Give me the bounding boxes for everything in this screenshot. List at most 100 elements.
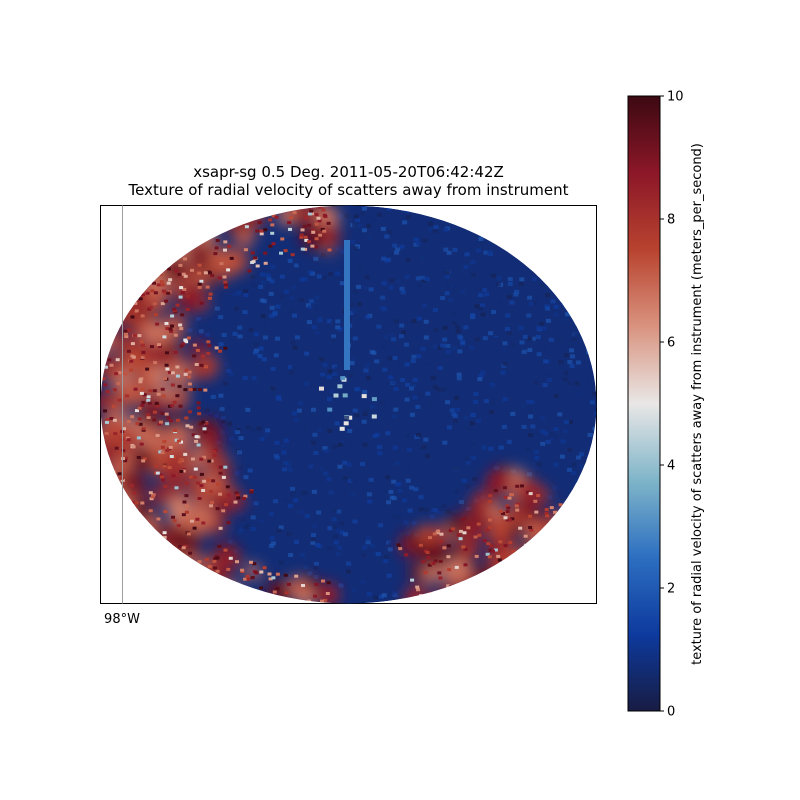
low-texture-cell bbox=[557, 412, 563, 417]
high-texture-cell bbox=[215, 239, 220, 242]
low-texture-cell bbox=[513, 292, 519, 297]
high-texture-cell bbox=[170, 324, 174, 328]
high-texture-cell bbox=[213, 557, 218, 560]
low-texture-cell bbox=[318, 316, 324, 321]
low-texture-cell bbox=[310, 440, 316, 445]
high-texture-cell bbox=[124, 332, 128, 336]
low-texture-cell bbox=[266, 277, 272, 281]
low-texture-cell bbox=[303, 565, 309, 570]
high-texture-cell bbox=[154, 464, 159, 468]
high-texture-cell bbox=[488, 526, 492, 529]
high-texture-cell bbox=[203, 388, 208, 392]
low-texture-cell bbox=[324, 448, 330, 453]
high-texture-cell bbox=[207, 459, 212, 463]
high-texture-cell bbox=[156, 517, 161, 521]
low-texture-cell bbox=[261, 357, 267, 362]
high-texture-cell bbox=[192, 354, 197, 358]
high-texture-cell bbox=[300, 228, 305, 232]
low-texture-cell bbox=[527, 472, 532, 477]
low-texture-cell bbox=[288, 553, 294, 557]
low-texture-cell bbox=[419, 275, 425, 280]
high-texture-cell bbox=[320, 599, 324, 603]
high-texture-cell bbox=[168, 419, 173, 423]
high-texture-blob bbox=[172, 387, 191, 406]
high-texture-cell bbox=[327, 248, 332, 252]
low-texture-cell bbox=[435, 509, 441, 514]
low-texture-cell bbox=[516, 402, 522, 407]
high-texture-cell bbox=[185, 504, 190, 508]
high-texture-cell bbox=[182, 287, 187, 291]
low-texture-cell bbox=[491, 310, 496, 314]
low-texture-cell bbox=[332, 534, 338, 539]
high-texture-cell bbox=[201, 521, 206, 525]
high-texture-cell bbox=[322, 229, 327, 233]
high-texture-cell bbox=[502, 486, 507, 490]
low-texture-cell bbox=[574, 381, 580, 386]
high-texture-cell bbox=[188, 551, 193, 555]
low-texture-cell bbox=[257, 353, 263, 358]
high-texture-cell bbox=[508, 541, 513, 544]
low-texture-cell bbox=[259, 437, 265, 441]
low-texture-cell bbox=[339, 426, 345, 431]
low-texture-cell bbox=[393, 407, 399, 412]
high-texture-cell bbox=[211, 479, 216, 483]
high-texture-cell bbox=[215, 569, 220, 573]
low-texture-cell bbox=[293, 498, 299, 503]
low-texture-cell bbox=[319, 466, 325, 471]
high-texture-cell bbox=[473, 535, 478, 539]
low-texture-cell bbox=[347, 415, 353, 420]
low-texture-cell bbox=[403, 520, 409, 525]
low-texture-cell bbox=[286, 462, 292, 467]
low-texture-cell bbox=[250, 275, 255, 279]
low-texture-cell bbox=[509, 300, 515, 305]
low-texture-cell bbox=[395, 279, 401, 284]
high-texture-cell bbox=[250, 576, 255, 580]
high-texture-cell bbox=[131, 355, 136, 359]
low-texture-cell bbox=[385, 475, 391, 480]
low-texture-cell bbox=[352, 223, 358, 227]
low-texture-cell bbox=[472, 477, 478, 481]
high-texture-cell bbox=[235, 560, 239, 564]
low-texture-cell bbox=[273, 499, 278, 504]
low-texture-cell bbox=[344, 213, 350, 218]
high-texture-cell bbox=[259, 229, 264, 233]
low-texture-cell bbox=[227, 421, 233, 426]
low-texture-cell bbox=[258, 518, 264, 523]
high-texture-cell bbox=[183, 257, 187, 261]
high-texture-cell bbox=[101, 377, 106, 381]
low-texture-cell bbox=[320, 372, 326, 377]
low-texture-cell bbox=[362, 285, 368, 290]
low-texture-cell bbox=[348, 310, 354, 315]
high-texture-cell bbox=[155, 404, 160, 408]
low-texture-cell bbox=[453, 466, 459, 471]
low-texture-cell bbox=[213, 414, 219, 419]
low-texture-cell bbox=[260, 314, 266, 319]
high-texture-blob bbox=[517, 496, 539, 517]
high-texture-cell bbox=[199, 484, 204, 488]
low-texture-cell bbox=[402, 573, 408, 578]
low-texture-cell bbox=[250, 527, 256, 531]
high-texture-cell bbox=[154, 401, 159, 405]
low-texture-cell bbox=[386, 573, 392, 578]
low-texture-cell bbox=[400, 378, 406, 382]
high-texture-cell bbox=[170, 314, 175, 318]
high-texture-cell bbox=[487, 500, 492, 504]
high-texture-cell bbox=[244, 225, 249, 229]
high-texture-cell bbox=[147, 401, 152, 405]
high-texture-cell bbox=[166, 416, 171, 420]
low-texture-cell bbox=[238, 436, 244, 441]
high-texture-cell bbox=[498, 510, 503, 513]
low-texture-cell bbox=[291, 411, 297, 416]
low-texture-cell bbox=[477, 286, 483, 291]
high-texture-cell bbox=[190, 519, 194, 523]
low-texture-cell bbox=[546, 318, 551, 323]
low-texture-cell bbox=[562, 429, 568, 434]
low-texture-cell bbox=[330, 337, 336, 342]
low-texture-cell bbox=[326, 546, 332, 551]
colorbar-tick-label: 2 bbox=[667, 582, 675, 597]
high-texture-blob bbox=[441, 562, 462, 583]
low-texture-cell bbox=[344, 451, 350, 456]
high-texture-cell bbox=[438, 559, 443, 563]
high-texture-cell bbox=[225, 485, 230, 489]
